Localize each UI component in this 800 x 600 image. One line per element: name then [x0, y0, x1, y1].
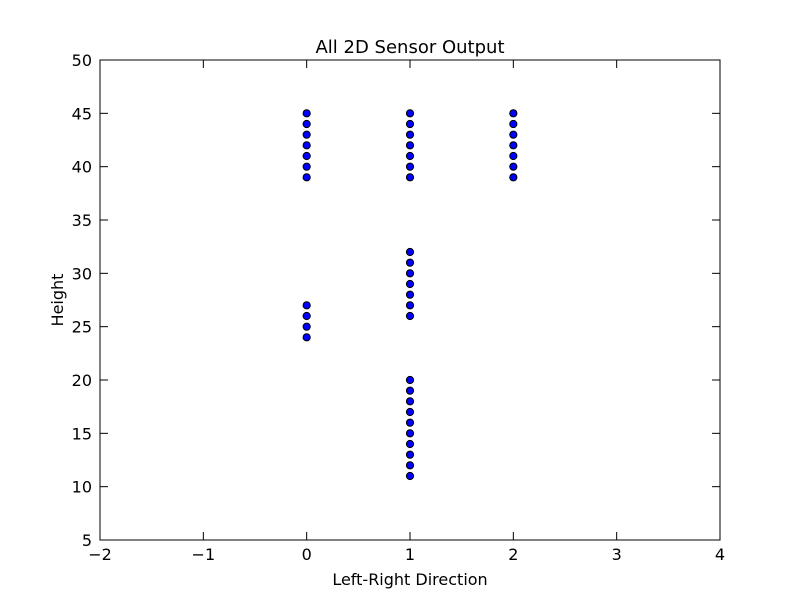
data-point	[302, 119, 311, 129]
y-tick-label: 25	[72, 318, 92, 337]
x-tick-label: 1	[405, 545, 415, 564]
chart-title: All 2D Sensor Output	[315, 37, 504, 58]
x-tick-label: −2	[88, 545, 112, 564]
data-point	[405, 311, 415, 321]
x-tick-label: 2	[508, 545, 518, 564]
data-point	[509, 141, 518, 150]
y-tick-label: 20	[72, 371, 92, 390]
data-point	[405, 418, 415, 427]
x-tick-label: 0	[302, 545, 312, 564]
data-point	[405, 386, 415, 395]
data-point	[302, 109, 311, 118]
data-point	[405, 429, 415, 438]
data-point	[405, 258, 415, 267]
y-tick-label: 15	[72, 424, 92, 443]
data-point	[302, 301, 311, 310]
data-point	[405, 450, 415, 459]
x-tick-label: −1	[192, 545, 216, 564]
x-axis-label: Left-Right Direction	[332, 570, 487, 589]
data-point	[405, 439, 415, 449]
data-point	[509, 109, 518, 118]
data-point	[405, 130, 415, 139]
y-tick-label: 50	[72, 51, 92, 70]
y-tick-label: 30	[72, 264, 92, 283]
plot-area	[99, 59, 721, 541]
data-point	[405, 397, 415, 406]
data-point	[302, 151, 311, 161]
x-tick-label: 3	[612, 545, 622, 564]
data-point	[405, 407, 415, 417]
data-point	[405, 162, 415, 171]
data-point	[302, 322, 311, 331]
y-axis: 5 10 15 20 25 30 35 40 45 50	[72, 51, 720, 550]
data-point	[509, 130, 518, 139]
data-point	[405, 173, 415, 182]
y-axis-label: Height	[48, 274, 67, 327]
x-axis: −2 −1 0 1 2 3 4	[88, 60, 725, 564]
y-tick-label: 35	[72, 211, 92, 230]
data-point	[405, 461, 415, 470]
data-point	[509, 151, 518, 161]
data-point	[405, 247, 415, 257]
data-point	[302, 130, 311, 139]
data-point	[302, 162, 311, 171]
data-point	[405, 301, 415, 310]
data-point	[405, 141, 415, 150]
data-point	[405, 279, 415, 289]
plot-frame	[99, 59, 721, 541]
data-point	[509, 173, 518, 182]
data-point	[405, 471, 415, 481]
x-tick-label: 4	[715, 545, 725, 564]
y-tick-label: 40	[72, 158, 92, 177]
data-point	[405, 109, 415, 118]
data-point	[405, 375, 415, 385]
data-point	[302, 311, 311, 321]
y-tick-label: 10	[72, 478, 92, 497]
data-point	[302, 141, 311, 150]
data-point	[405, 269, 415, 278]
data-point	[509, 162, 518, 171]
y-tick-label: 5	[82, 531, 92, 550]
data-point	[509, 119, 518, 129]
points-layer	[302, 109, 518, 481]
data-point	[405, 119, 415, 129]
data-point	[302, 173, 311, 182]
data-point	[302, 333, 311, 342]
data-point	[405, 290, 415, 299]
data-point	[405, 151, 415, 161]
y-tick-label: 45	[72, 104, 92, 123]
